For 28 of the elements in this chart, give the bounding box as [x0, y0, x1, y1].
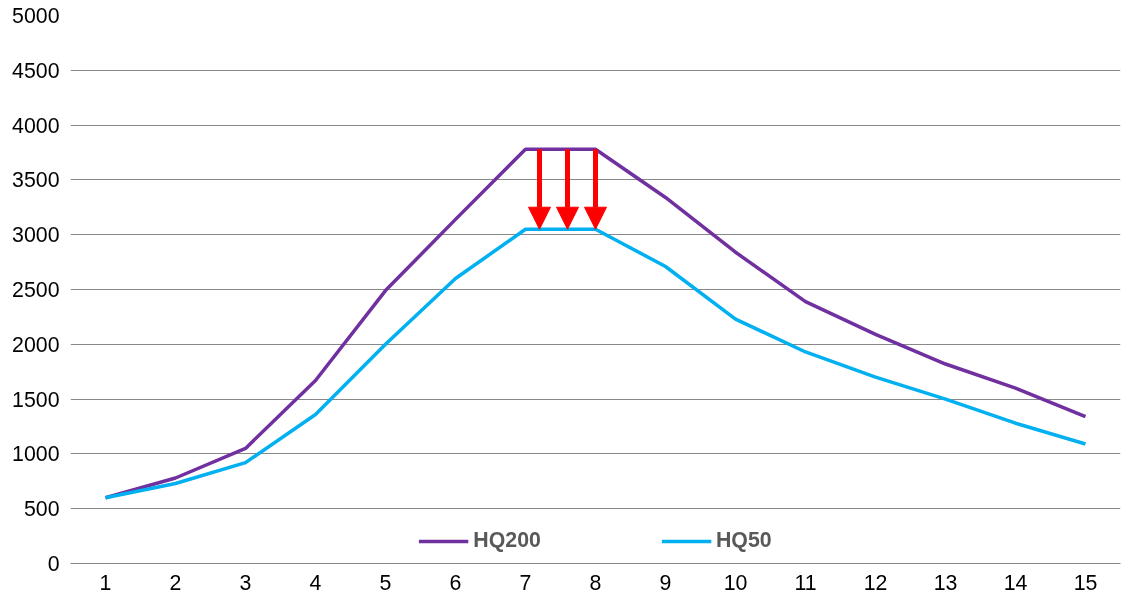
x-tick-label: 6: [449, 570, 462, 595]
x-tick-label: 14: [1003, 570, 1028, 595]
y-tick-label: 2500: [12, 278, 60, 302]
x-tick-label: 8: [589, 570, 602, 595]
x-tick-label: 11: [794, 570, 817, 595]
y-tick-label: 1500: [12, 387, 60, 412]
y-tick-label: 5000: [12, 4, 60, 28]
x-tick-label: 3: [239, 570, 252, 595]
y-tick-label: 4500: [12, 58, 60, 83]
y-tick-label: 4000: [12, 113, 60, 138]
legend-label: HQ50: [715, 528, 772, 553]
x-tick-label: 7: [519, 570, 532, 595]
x-tick-label: 13: [933, 570, 958, 595]
x-tick-label: 9: [659, 570, 672, 595]
legend-label: HQ200: [473, 528, 541, 553]
y-tick-label: 3500: [12, 168, 60, 193]
y-tick-label: 0: [47, 552, 60, 576]
y-tick-label: 1000: [12, 442, 60, 467]
y-tick-label: 500: [23, 497, 60, 522]
x-tick-label: 10: [723, 570, 748, 595]
y-tick-label: 3000: [12, 223, 60, 248]
y-tick-label: 2000: [12, 332, 60, 357]
x-tick-label: 12: [863, 570, 888, 595]
x-tick-label: 5: [379, 570, 392, 595]
x-tick-label: 15: [1073, 570, 1098, 595]
x-tick-label: 1: [99, 570, 112, 595]
x-tick-label: 4: [309, 570, 322, 595]
x-tick-label: 2: [169, 570, 182, 595]
